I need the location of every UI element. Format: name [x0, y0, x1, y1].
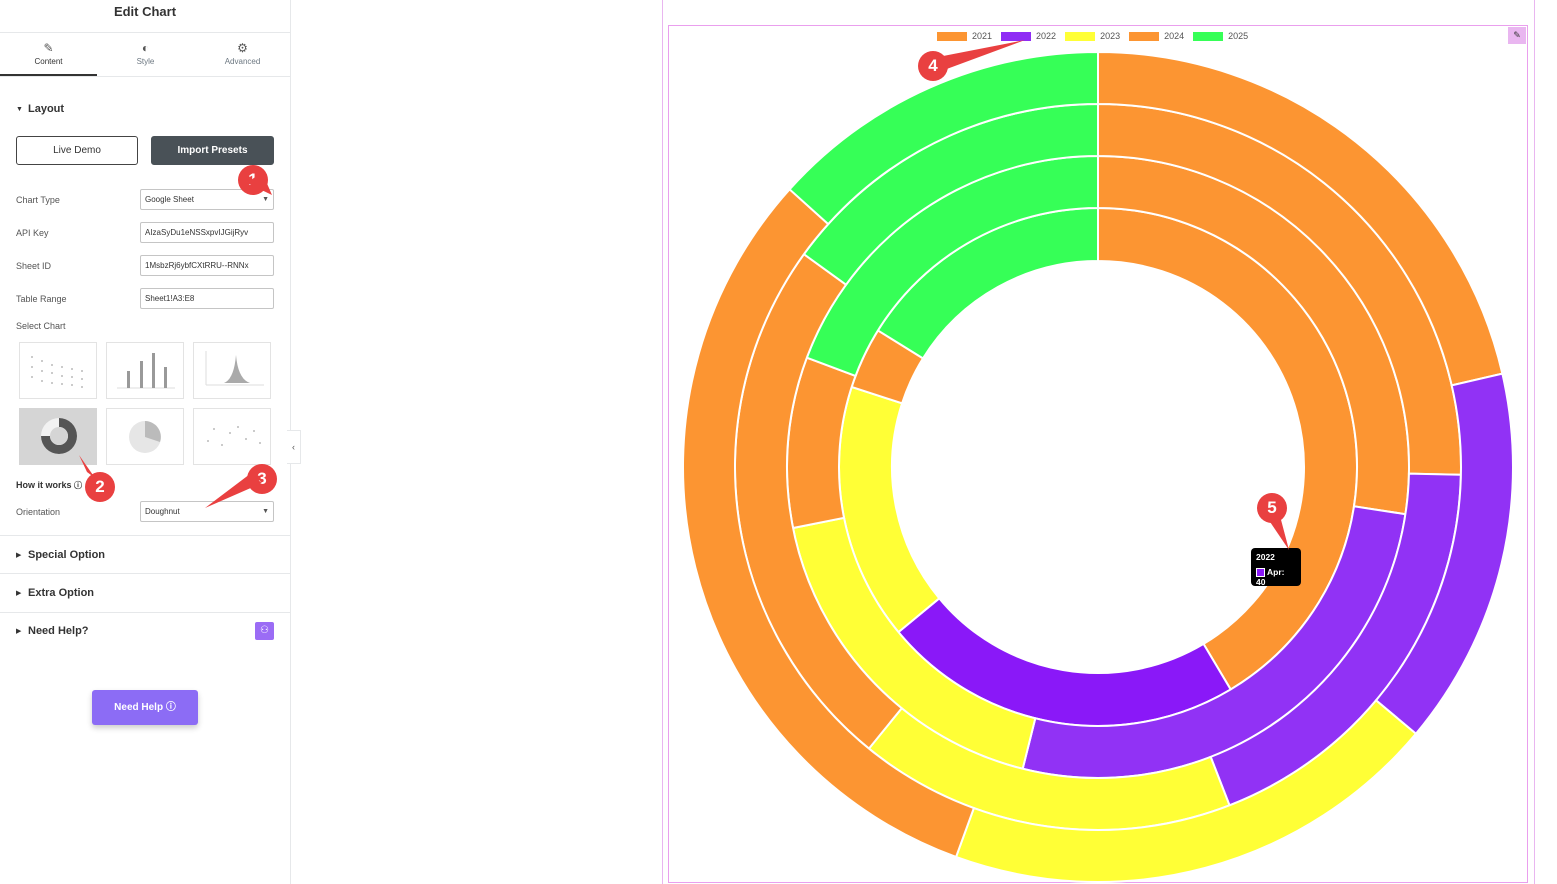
caret-right-icon: ▶: [16, 590, 22, 598]
annotation-marker-2: 2: [85, 472, 115, 502]
tab-advanced[interactable]: ⚙ Advanced: [194, 33, 291, 76]
annotation-marker-1: 1: [238, 165, 268, 195]
line-chart-icon: [31, 356, 83, 388]
panel-title: Edit Chart: [113, 4, 177, 19]
select-chart-label: Select Chart: [16, 321, 66, 331]
legend-label: 2024: [1164, 31, 1185, 41]
divider: [0, 612, 291, 613]
chart-type-select[interactable]: Google Sheet ▼: [140, 189, 274, 210]
chevron-down-icon: ▼: [262, 196, 269, 203]
table-range-label: Table Range: [16, 294, 67, 304]
legend-swatch: [1129, 31, 1160, 41]
chart-tooltip: 2022 Apr: 40: [1251, 548, 1301, 588]
chart-type-value: Google Sheet: [145, 195, 194, 204]
how-it-works-label: How it works: [16, 480, 72, 490]
doughnut-segment-2024-4[interactable]: [788, 50, 1099, 226]
legend-item-2021[interactable]: 2021: [937, 31, 992, 41]
legend-swatch: [1001, 31, 1032, 41]
tooltip-title: 2022: [1256, 552, 1275, 562]
collapse-panel-button[interactable]: ‹: [287, 430, 301, 464]
scatter-chart-thumb[interactable]: [193, 408, 271, 465]
pencil-icon: ✎: [43, 41, 54, 55]
doughnut-chart-icon: [41, 418, 77, 454]
caret-right-icon: ▶: [16, 552, 22, 560]
annotation-marker-5: 5: [1257, 493, 1287, 523]
legend-item-2023[interactable]: 2023: [1065, 31, 1120, 41]
annotation-marker-3: 3: [247, 464, 277, 494]
bar-chart-thumb[interactable]: [106, 342, 184, 399]
divider: [0, 573, 291, 574]
layout-section-header[interactable]: ▼ Layout: [16, 103, 64, 115]
legend-label: 2021: [972, 31, 993, 41]
sheet-id-label: Sheet ID: [16, 261, 52, 271]
editor-panel: Edit Chart ✎ Content ◐ Style ⚙ Advanced …: [0, 0, 291, 884]
tab-advanced-label: Advanced: [224, 57, 261, 66]
live-demo-button[interactable]: Live Demo: [16, 136, 138, 165]
tab-content[interactable]: ✎ Content: [0, 33, 97, 76]
pie-chart-icon: [129, 421, 161, 453]
import-presets-button[interactable]: Import Presets: [151, 136, 274, 165]
legend-label: 2025: [1228, 31, 1249, 41]
table-range-input[interactable]: Sheet1!A3:E8: [140, 288, 274, 309]
chevron-down-icon: ▼: [262, 508, 269, 515]
radar-chart-thumb[interactable]: [193, 342, 271, 399]
bar-chart-icon: [117, 353, 175, 389]
special-option-label: Special Option: [28, 549, 106, 561]
sheet-id-input[interactable]: 1MsbzRj6ybfCXtRRU--RNNx: [140, 255, 274, 276]
tab-content-label: Content: [34, 57, 63, 66]
orientation-value: Doughnut: [145, 507, 180, 516]
legend-item-2024[interactable]: 2024: [1129, 31, 1184, 41]
chart-type-label: Chart Type: [16, 195, 60, 205]
contrast-icon: ◐: [141, 41, 150, 55]
need-help-button[interactable]: Need Help ⓘ: [92, 690, 198, 725]
chart-legend: 2021 2022 2023 2024 2025: [937, 31, 1257, 41]
tooltip-swatch: [1256, 568, 1265, 578]
extra-option-label: Extra Option: [28, 587, 95, 599]
legend-swatch: [1193, 31, 1224, 41]
tooltip-body: Apr: 40: [1256, 567, 1285, 588]
tab-style[interactable]: ◐ Style: [97, 33, 194, 76]
need-help-button-label: Need Help: [114, 702, 164, 713]
tab-style-label: Style: [136, 57, 155, 66]
api-key-input[interactable]: AIzaSyDu1eNSSxpvIJGijRyv: [140, 222, 274, 243]
line-chart-thumb[interactable]: [19, 342, 97, 399]
question-icon: ⓘ: [74, 481, 83, 490]
preview-frame: [662, 0, 1535, 884]
special-option-header[interactable]: ▶ Special Option: [16, 549, 105, 561]
how-it-works-link[interactable]: How it works ⓘ: [16, 480, 82, 491]
legend-swatch: [937, 31, 967, 41]
annotation-marker-4: 4: [918, 51, 948, 81]
support-icon[interactable]: ⚇: [255, 622, 274, 640]
legend-item-2022[interactable]: 2022: [1001, 31, 1056, 41]
caret-down-icon: ▼: [16, 105, 23, 113]
legend-swatch: [1065, 31, 1096, 41]
radar-chart-icon: [205, 351, 264, 386]
divider: [0, 535, 291, 536]
gear-icon: ⚙: [237, 41, 248, 55]
legend-label: 2022: [1036, 31, 1057, 41]
question-circle-icon: ⓘ: [165, 702, 176, 713]
caret-right-icon: ▶: [16, 628, 22, 636]
extra-option-header[interactable]: ▶ Extra Option: [16, 587, 94, 599]
panel-tabs: ✎ Content ◐ Style ⚙ Advanced: [0, 32, 291, 77]
legend-item-2025[interactable]: 2025: [1193, 31, 1248, 41]
orientation-select[interactable]: Doughnut ▼: [140, 501, 274, 522]
pie-chart-thumb[interactable]: [106, 408, 184, 465]
doughnut-chart-thumb[interactable]: [19, 408, 97, 465]
api-key-label: API Key: [16, 228, 49, 238]
scatter-chart-icon: [207, 426, 261, 446]
layout-section-label: Layout: [28, 103, 65, 115]
edit-widget-icon[interactable]: ✎: [1508, 27, 1526, 44]
need-help-header[interactable]: ▶ Need Help?: [16, 625, 89, 637]
legend-label: 2023: [1100, 31, 1121, 41]
need-help-section-label: Need Help?: [28, 625, 89, 637]
orientation-label: Orientation: [16, 507, 61, 517]
